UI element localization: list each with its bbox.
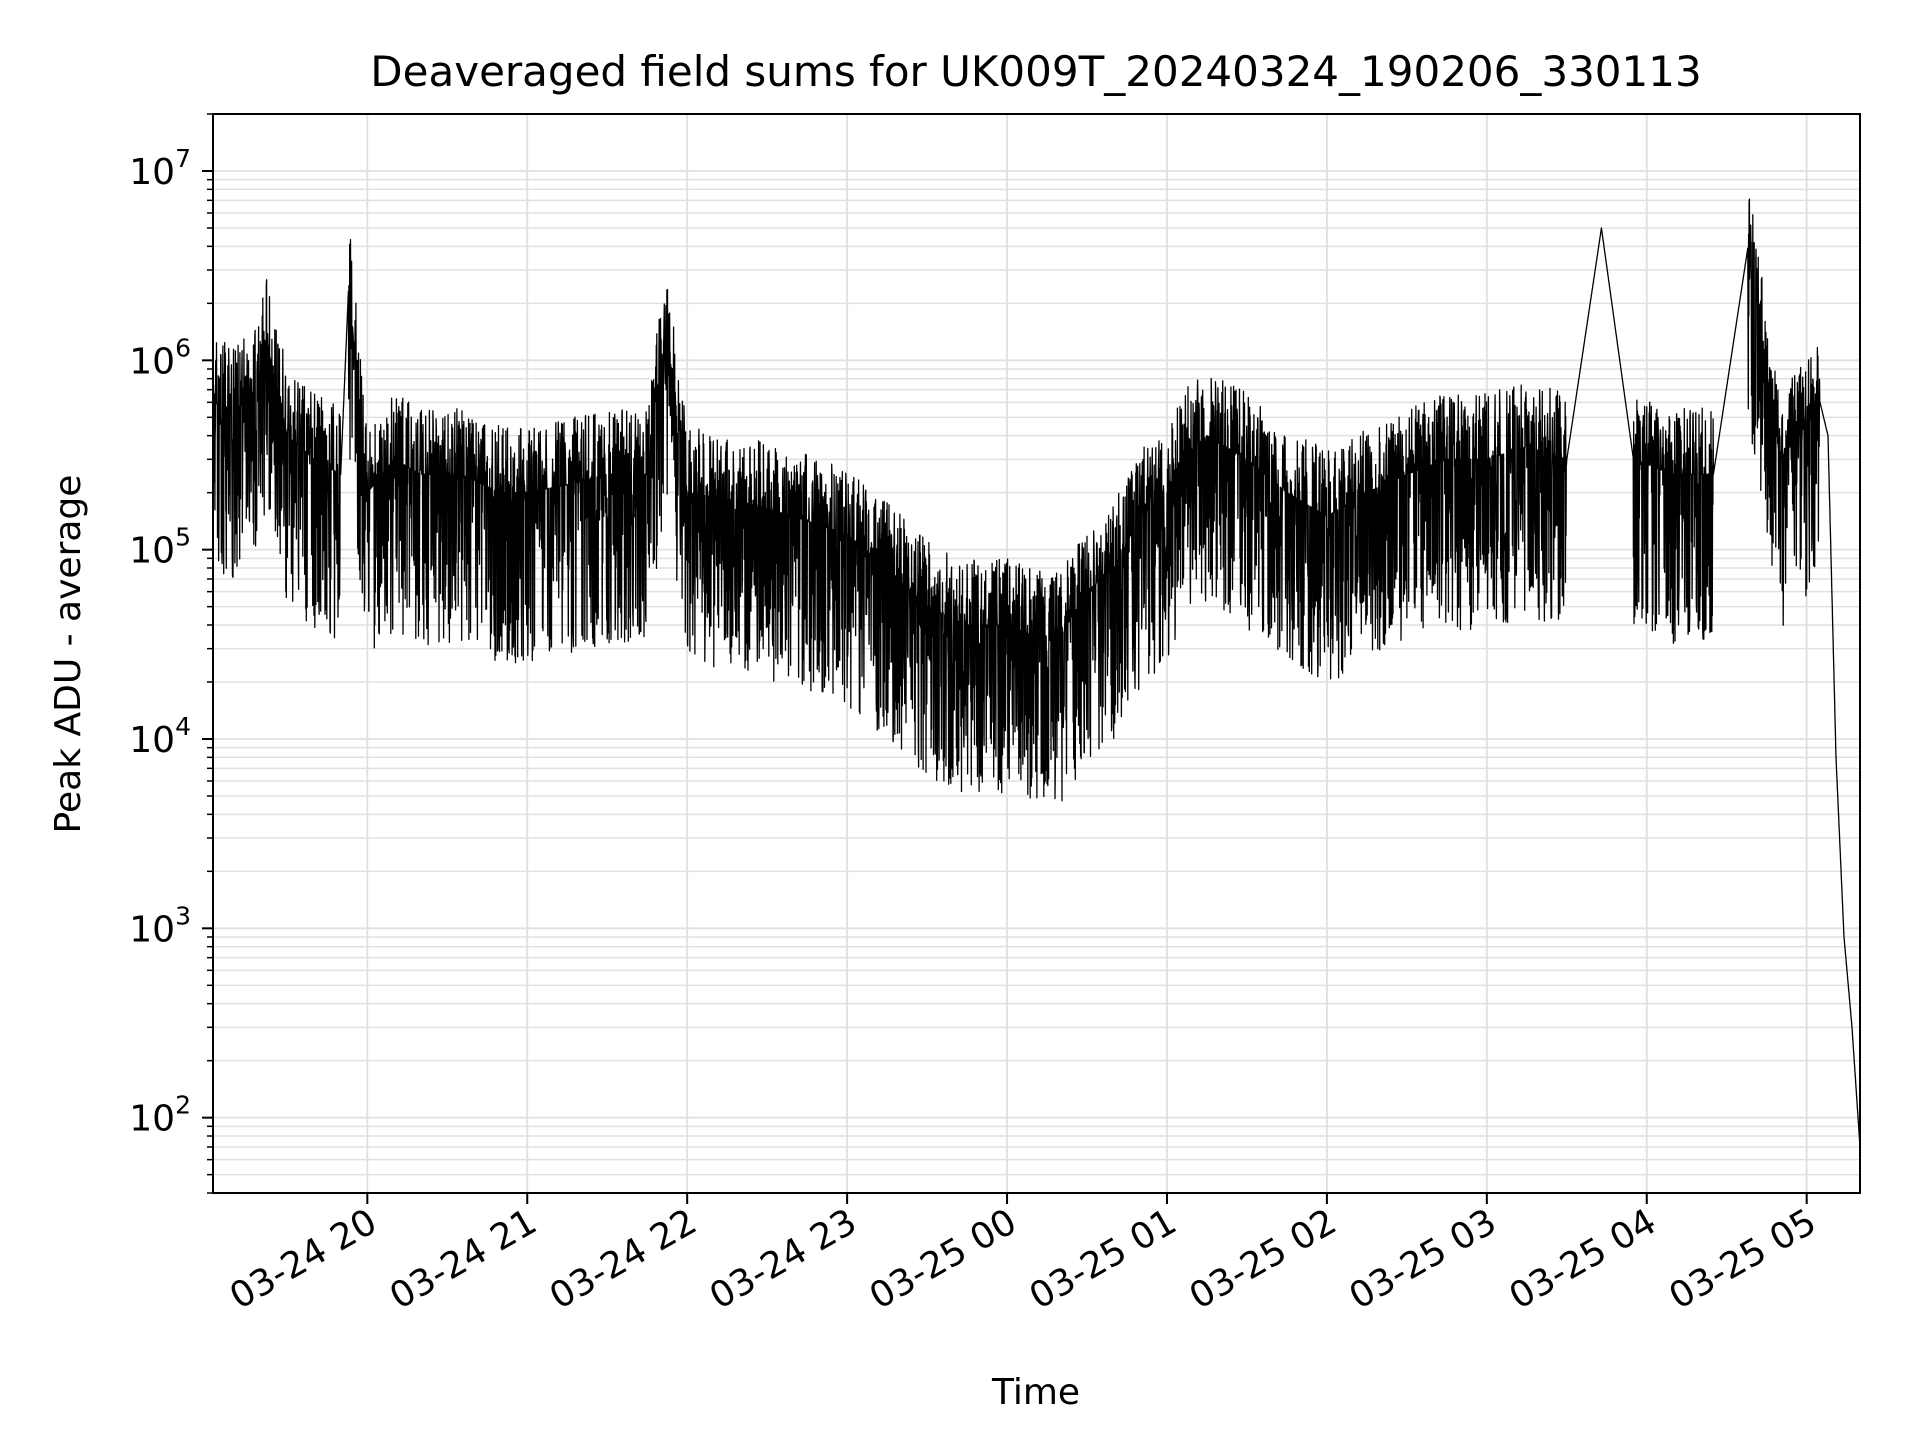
y-tick-label-base: 10 <box>129 531 175 572</box>
y-tick-label-base: 10 <box>129 720 175 761</box>
y-axis-label: Peak ADU - average <box>48 475 89 834</box>
y-tick-label-exponent: 6 <box>175 333 191 362</box>
y-tick-label-exponent: 3 <box>175 901 191 930</box>
y-tick-label-exponent: 2 <box>175 1091 191 1120</box>
y-tick-label: 103 <box>129 901 191 950</box>
y-tick-label: 107 <box>129 144 191 193</box>
y-tick-label-exponent: 4 <box>175 712 191 741</box>
y-tick-label-base: 10 <box>129 341 175 382</box>
y-tick-label: 104 <box>129 712 191 761</box>
y-tick-label: 106 <box>129 333 191 382</box>
grid <box>213 113 1860 1194</box>
y-tick-label-base: 10 <box>129 1099 175 1140</box>
y-tick-label-base: 10 <box>129 909 175 950</box>
y-tick-label: 105 <box>129 523 191 572</box>
axes-frame <box>212 113 1861 1194</box>
y-tick-label-base: 10 <box>129 152 175 193</box>
y-tick-label-exponent: 5 <box>175 523 191 552</box>
x-axis-label: Time <box>991 1372 1080 1413</box>
y-tick-label: 102 <box>129 1091 191 1140</box>
y-tick-label-exponent: 7 <box>175 144 191 173</box>
series-line <box>212 198 1861 1148</box>
chart-title: Deaveraged field sums for UK009T_2024032… <box>370 47 1701 96</box>
